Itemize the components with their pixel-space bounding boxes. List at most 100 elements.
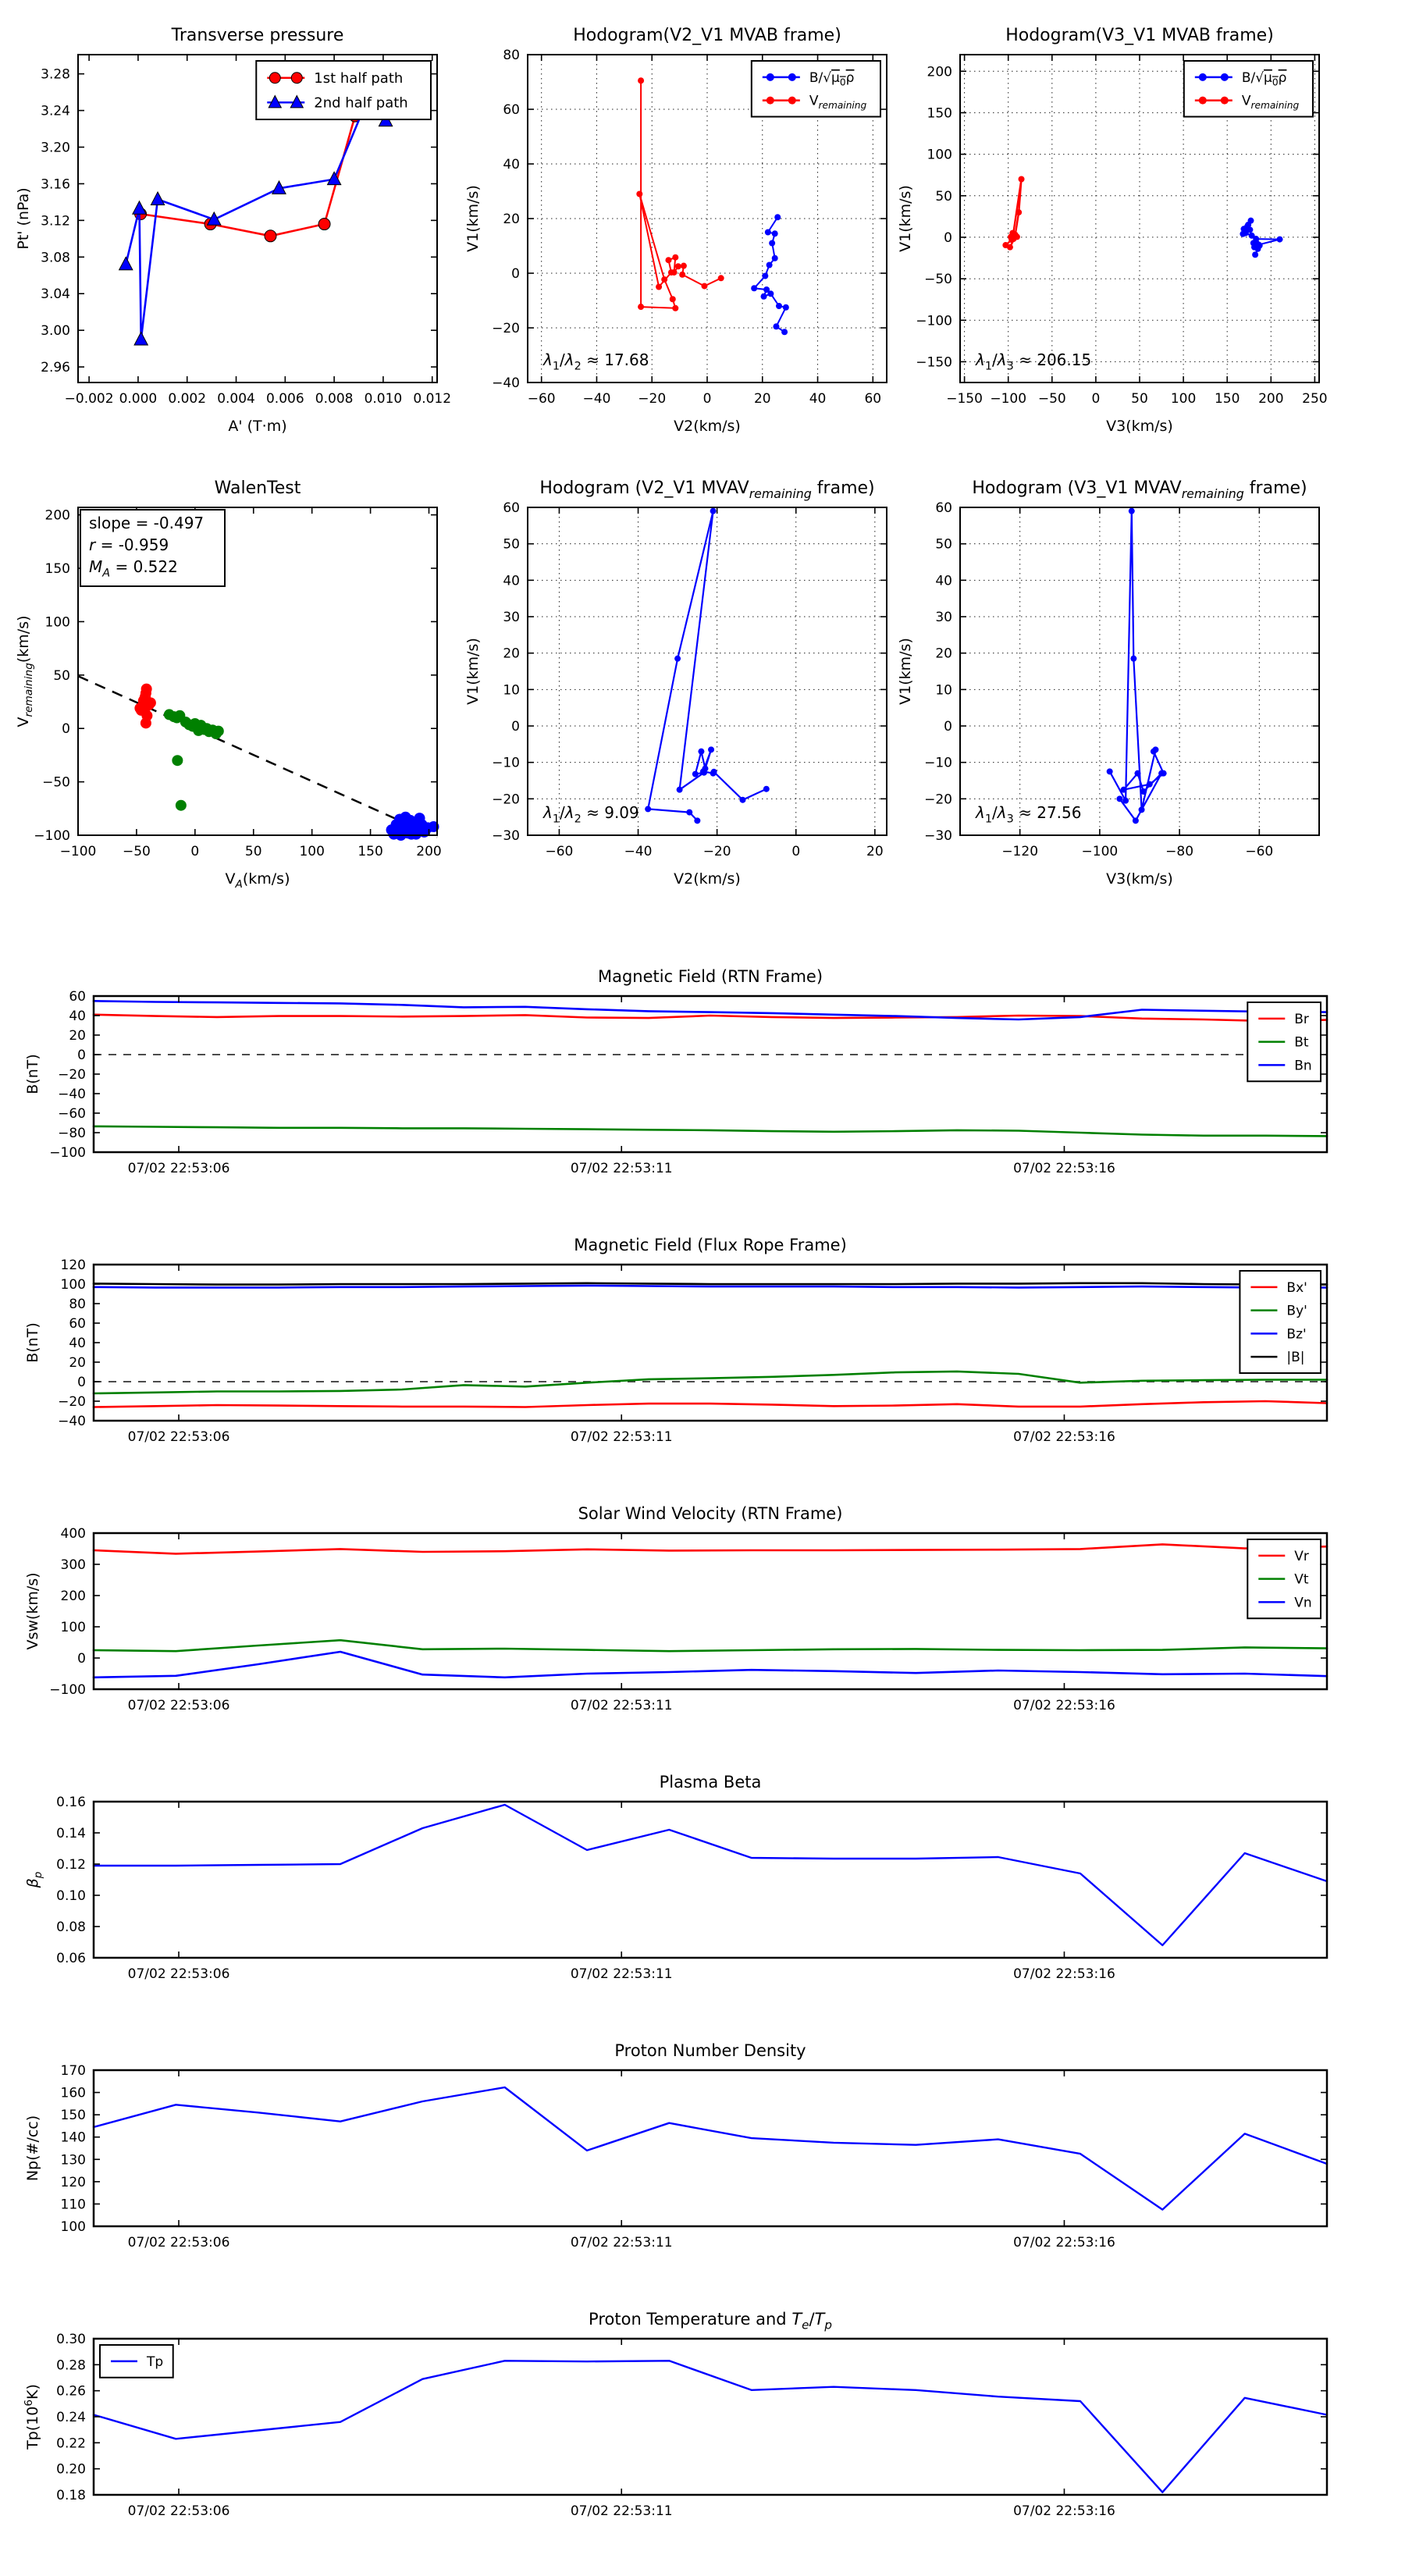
x-tick-label: −80 (1165, 844, 1193, 859)
y-tick-label: −40 (58, 1087, 86, 1102)
legend-label: Vn (1294, 1595, 1311, 1610)
marker-dot (638, 77, 645, 84)
marker-dot (672, 304, 679, 311)
chart-title: Solar Wind Velocity (RTN Frame) (578, 1504, 843, 1523)
y-tick-label: 170 (61, 2063, 86, 2079)
marker-dot (698, 748, 705, 755)
y-tick-label: 50 (503, 537, 520, 553)
y-tick-label: 10 (503, 682, 520, 698)
marker-dot (1138, 806, 1145, 813)
x-tick-label: 50 (245, 844, 262, 859)
y-tick-label: −50 (924, 272, 952, 287)
y-axis-label: Vremaining(km/s) (15, 615, 35, 727)
x-tick-label: 200 (416, 844, 441, 859)
y-tick-label: −20 (924, 792, 952, 807)
chart-title: Proton Temperature and Te/Tp (589, 2310, 832, 2332)
marker-dot (686, 809, 693, 816)
x-tick-label: 20 (866, 844, 884, 859)
series-|B| (92, 1282, 1329, 1286)
marker-dot (1220, 73, 1229, 81)
series-Bn (92, 1000, 1329, 1021)
y-tick-label: −80 (58, 1126, 86, 1141)
y-tick-label: 0.18 (56, 2488, 86, 2503)
chart-proton_temp: 07/02 22:53:06 07/02 22:53:11 07/02 22:53:… (23, 2310, 1329, 2519)
x-tick-label: 200 (1258, 391, 1283, 407)
y-axis-label: V1(km/s) (897, 185, 914, 252)
y-tick-label: 0.12 (56, 1857, 86, 1873)
marker-triangle (133, 331, 149, 346)
y-tick-label: 30 (503, 610, 520, 625)
marker-circle (290, 72, 303, 84)
series-By' (92, 1370, 1329, 1395)
legend: B/√μ0ρ Vremaining (1183, 60, 1314, 118)
marker-dot (788, 73, 796, 81)
y-tick-label: 100 (61, 1620, 86, 1635)
legend-box (750, 60, 881, 118)
marker-triangle (326, 171, 342, 186)
marker-dot (751, 285, 758, 292)
marker-dot (1140, 788, 1147, 795)
y-tick-label: 60 (935, 500, 952, 516)
chart-title: WalenTest (215, 479, 301, 498)
series-Bx' (92, 1400, 1329, 1408)
y-axis-label: Vsw(km/s) (24, 1572, 41, 1649)
marker-dot (400, 811, 411, 823)
x-tick-label: 07/02 22:53:16 (1013, 2235, 1115, 2250)
legend-box (1183, 60, 1314, 118)
marker-dot (636, 190, 643, 197)
marker-dot (656, 283, 663, 290)
legend: Bx' By' Bz' |B| (1239, 1270, 1322, 1374)
marker-circle (318, 218, 331, 231)
lambda-annotation: λ1/λ2 ≈ 9.09 (542, 803, 639, 825)
marker-dot (1198, 73, 1207, 81)
y-tick-label: 3.12 (41, 213, 70, 229)
x-tick-label: 0 (190, 844, 199, 859)
y-tick-label: 60 (503, 102, 520, 118)
y-tick-label: 100 (927, 148, 952, 163)
marker-dot (710, 770, 717, 777)
axes-box (959, 507, 1320, 836)
y-tick-label: 0 (77, 1651, 86, 1667)
x-tick-label: 20 (754, 391, 771, 407)
legend-label: Br (1294, 1012, 1309, 1027)
y-tick-label: 100 (45, 614, 70, 630)
marker-dot (193, 724, 205, 736)
marker-dot (708, 746, 715, 753)
stats-box (80, 509, 226, 587)
y-axis-label: V1(km/s) (897, 638, 914, 705)
chart-proton_density: 07/02 22:53:06 07/02 22:53:11 07/02 22:53:… (24, 2041, 1329, 2250)
marker-dot (774, 214, 781, 221)
y-tick-label: 0 (62, 721, 70, 737)
marker-dot (669, 296, 676, 303)
x-tick-label: 100 (299, 844, 324, 859)
legend: Vr Vt Vn (1247, 1539, 1322, 1620)
y-tick-label: 150 (61, 2108, 86, 2123)
lambda-annotation: λ1/λ3 ≈ 206.15 (975, 350, 1091, 372)
marker-dot (763, 286, 770, 293)
chart-title: Transverse pressure (171, 26, 344, 45)
y-tick-label: 150 (927, 105, 952, 121)
y-tick-label: 10 (935, 682, 952, 698)
y-axis-label: V1(km/s) (464, 185, 482, 252)
y-tick-label: 0.16 (56, 1795, 86, 1810)
marker-dot (717, 275, 724, 282)
marker-dot (692, 770, 699, 777)
x-tick-label: 0.002 (168, 391, 206, 407)
axes-box (92, 2069, 1329, 2228)
marker-dot (710, 507, 717, 514)
chart-plasma_beta: 07/02 22:53:06 07/02 22:53:11 07/02 22:53:… (24, 1773, 1329, 1982)
y-tick-label: 3.20 (41, 140, 70, 155)
legend-label: B/√μ0ρ (1242, 70, 1287, 88)
marker-dot (1128, 507, 1135, 514)
y-tick-label: 110 (61, 2197, 86, 2212)
y-tick-label: −40 (58, 1414, 86, 1429)
legend-box (255, 60, 432, 120)
y-tick-label: 160 (61, 2086, 86, 2101)
y-axis-label: B(nT) (24, 1054, 41, 1094)
y-tick-label: 40 (69, 1336, 86, 1351)
y-tick-label: 0.14 (56, 1826, 86, 1841)
y-tick-label: −10 (492, 756, 520, 771)
x-tick-label: 07/02 22:53:06 (128, 1161, 230, 1176)
y-tick-label: 140 (61, 2130, 86, 2146)
